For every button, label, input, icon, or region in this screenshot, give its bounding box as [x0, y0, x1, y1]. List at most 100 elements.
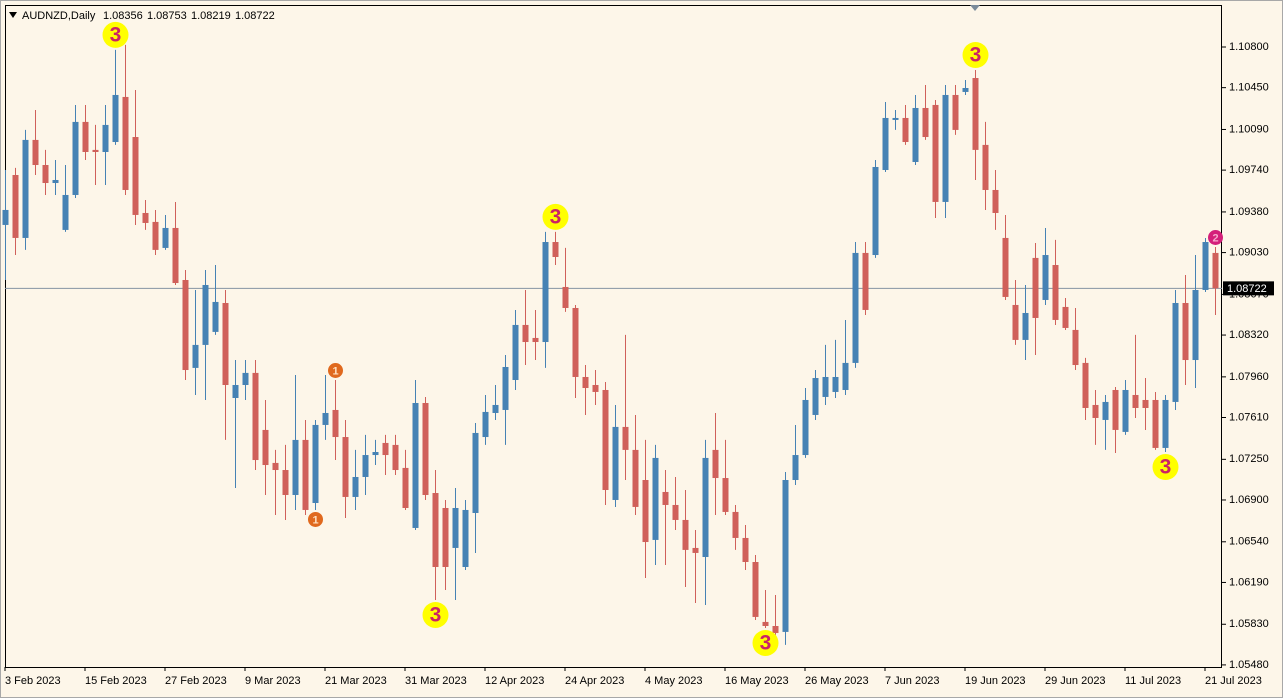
- signal-label: 3: [970, 44, 982, 67]
- candle-body: [222, 302, 229, 385]
- candle-body: [772, 625, 779, 633]
- candle-body: [312, 424, 319, 503]
- y-tick-label: 1.06900: [1229, 494, 1269, 506]
- candle-body: [1112, 389, 1119, 430]
- signal-marker: [328, 362, 343, 378]
- candle-body: [372, 452, 379, 456]
- candle-body: [1002, 237, 1009, 297]
- y-tick-label: 1.06540: [1229, 536, 1269, 548]
- candle-body: [702, 457, 709, 558]
- candle-body: [22, 139, 29, 238]
- candle-body: [12, 174, 19, 238]
- candle-body: [322, 412, 329, 425]
- x-tick-label: 15 Feb 2023: [85, 675, 147, 687]
- candle-body: [2, 209, 9, 225]
- candle-body: [592, 384, 599, 392]
- candle-body: [342, 437, 349, 497]
- signal-label: 3: [110, 23, 122, 46]
- x-tick-label: 21 Jul 2023: [1205, 675, 1262, 687]
- candle-body: [412, 402, 419, 528]
- header-triangle: [9, 12, 17, 18]
- signal-marker: [1208, 230, 1223, 246]
- candle-body: [142, 212, 149, 223]
- candle-body: [582, 376, 589, 389]
- candle-body: [42, 165, 49, 184]
- x-tick-label: 11 Jul 2023: [1125, 675, 1181, 687]
- candle-body: [282, 470, 289, 495]
- candle-body: [672, 504, 679, 520]
- candle-body: [872, 166, 879, 256]
- y-tick-label: 1.10450: [1229, 82, 1269, 94]
- candle-body: [112, 94, 119, 143]
- candle-body: [172, 227, 179, 284]
- symbol: AUDNZD,Daily: [22, 10, 96, 22]
- candle-body: [1092, 404, 1099, 418]
- y-tick-label: 1.07960: [1229, 371, 1269, 383]
- y-tick-label: 1.09380: [1229, 206, 1269, 218]
- candle-body: [682, 519, 689, 550]
- x-tick-label: 19 Jun 2023: [965, 675, 1026, 687]
- candles: [2, 44, 1219, 645]
- y-tick-label: 1.05480: [1229, 659, 1269, 671]
- candle-body: [662, 491, 669, 505]
- candle-body: [102, 124, 109, 152]
- markers: 3 3 3 3 3 3 1 1 2: [102, 21, 1223, 656]
- candle-body: [642, 480, 649, 543]
- candle-body: [892, 117, 899, 120]
- candle-body: [802, 399, 809, 456]
- signal-marker: [308, 511, 323, 527]
- candle-body: [1062, 306, 1069, 328]
- candle-body: [72, 121, 79, 195]
- x-tick-label: 27 Feb 2023: [165, 675, 227, 687]
- candle-body: [1152, 399, 1159, 448]
- signal-label: 3: [550, 205, 562, 228]
- candle-body: [752, 562, 759, 617]
- candle-body: [82, 121, 89, 152]
- candle-body: [442, 507, 449, 567]
- y-tick-label: 1.09030: [1229, 246, 1269, 258]
- candle-body: [332, 409, 339, 438]
- candle-body: [542, 242, 549, 343]
- signal-label: 3: [760, 632, 772, 655]
- candle-body: [632, 449, 639, 507]
- shift-marker: [970, 5, 980, 11]
- candle-body: [1162, 399, 1169, 448]
- candle-body: [92, 149, 99, 152]
- candle-body: [402, 467, 409, 508]
- x-tick-label: 12 Apr 2023: [485, 675, 544, 687]
- candle-body: [932, 104, 939, 202]
- candle-body: [482, 411, 489, 438]
- signal-label: 3: [1160, 456, 1172, 479]
- candle-body: [612, 426, 619, 500]
- candle-body: [382, 442, 389, 456]
- candle-body: [742, 537, 749, 563]
- y-tick-label: 1.07250: [1229, 453, 1269, 465]
- candle-body: [1022, 312, 1029, 340]
- candle-body: [162, 227, 169, 248]
- y-tick-label: 1.10090: [1229, 123, 1269, 135]
- candle-body: [1082, 362, 1089, 408]
- candle-body: [122, 96, 129, 190]
- y-tick-label: 1.07610: [1229, 411, 1269, 423]
- candle-body: [1072, 329, 1079, 366]
- candle-body: [262, 429, 269, 466]
- y-tick-label: 1.06190: [1229, 576, 1269, 588]
- price-label-group: 1.08722: [1223, 281, 1274, 296]
- candle-body: [252, 372, 259, 461]
- candle-body: [762, 621, 769, 626]
- x-tick-label: 7 Jun 2023: [885, 675, 939, 687]
- x-tick-label: 26 May 2023: [805, 675, 869, 687]
- candle-body: [432, 493, 439, 567]
- candle-body: [182, 279, 189, 371]
- candle-body: [462, 509, 469, 567]
- candle-body: [1012, 304, 1019, 340]
- candle-body: [722, 478, 729, 512]
- candle-body: [1102, 401, 1109, 420]
- candle-body: [902, 117, 909, 143]
- candle-body: [842, 362, 849, 390]
- y-tick-label: 1.08320: [1229, 329, 1269, 341]
- signal-label: 1: [312, 514, 318, 526]
- candle-body: [242, 372, 249, 385]
- candle-body: [232, 384, 239, 399]
- candle-body: [1202, 242, 1209, 290]
